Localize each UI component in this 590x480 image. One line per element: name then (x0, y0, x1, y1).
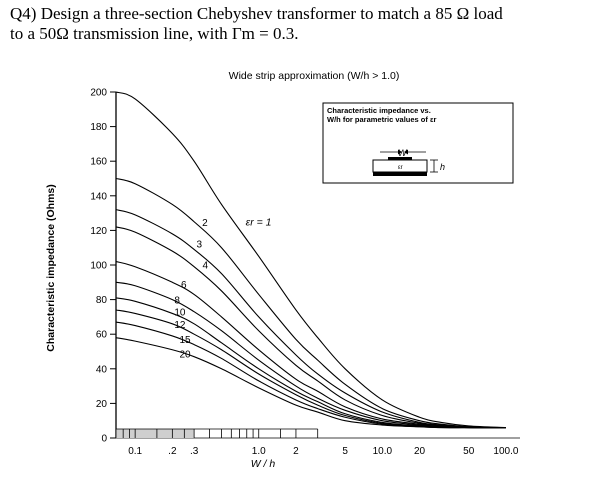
y-ticks: 0 20 40 60 80 100 120 140 160 180 200 (90, 88, 116, 445)
x-axis-label: W / h (251, 458, 276, 470)
x-tick-label: 1.0 (252, 446, 266, 457)
ground-plane (373, 172, 427, 176)
x-tick-label: 50 (463, 446, 475, 457)
inset-caption-2: W/h for parametric values of εr (327, 115, 437, 124)
width-arrowhead-left (404, 149, 408, 155)
inset-er-label: εr (398, 165, 403, 171)
series-line (115, 177, 506, 429)
series-label: 3 (196, 239, 202, 250)
y-tick-label: 20 (96, 399, 108, 410)
series-line (115, 309, 506, 429)
inset-h-label: h (440, 162, 445, 172)
series-label: 20 (179, 349, 191, 360)
y-tick-label: 140 (90, 191, 107, 202)
x-minor-ticks (115, 428, 319, 438)
series-label: 15 (179, 335, 191, 346)
series-line (115, 91, 506, 429)
y-tick-label: 0 (101, 434, 107, 445)
series-label: εr = 1 (246, 217, 272, 229)
x-tick-label: 20 (414, 446, 426, 457)
y-tick-label: 100 (90, 261, 107, 272)
series-label: 10 (174, 307, 186, 318)
x-tick-label: 0.1 (128, 446, 142, 457)
inset-w-label: W (398, 148, 408, 158)
question-line-2: to a 50Ω transmission line, with Γm = 0.… (10, 24, 299, 43)
x-tick-label: 10.0 (373, 446, 393, 457)
series-label: 6 (181, 280, 187, 291)
x-tick-label: 100.0 (493, 446, 518, 457)
x-scale-band (116, 429, 195, 438)
y-tick-label: 40 (96, 364, 108, 375)
series-line (115, 337, 506, 429)
inset-caption-1: Characteristic impedance vs. (327, 106, 431, 115)
y-tick-label: 80 (96, 295, 108, 306)
series-label: 4 (202, 261, 208, 272)
series-line (115, 261, 506, 429)
series-label: 12 (174, 320, 186, 331)
question-line-1: Q4) Design a three-section Chebyshev tra… (10, 4, 503, 23)
chart-title: Wide strip approximation (W/h > 1.0) (229, 70, 400, 82)
series-line (115, 321, 506, 429)
series-label: 8 (174, 296, 180, 307)
x-tick-label: 5 (342, 446, 348, 457)
width-arrowhead-right (398, 149, 402, 155)
y-axis-label: Characteristic impedance (Ohms) (45, 184, 57, 351)
strip-conductor (388, 157, 412, 160)
question-text: Q4) Design a three-section Chebyshev tra… (10, 4, 585, 44)
x-tick-label: .2 (168, 446, 177, 457)
y-tick-label: 60 (96, 330, 108, 341)
y-tick-label: 180 (90, 122, 107, 133)
inset-box: Characteristic impedance vs. W/h for par… (322, 102, 514, 184)
series-label: 2 (202, 218, 208, 229)
series-curves (115, 91, 506, 429)
x-ticks: 0.1 .2 .3 1.0 2 5 10.0 20 50 100.0 (128, 446, 519, 457)
series-line (115, 209, 506, 429)
x-tick-label: 2 (293, 446, 299, 457)
y-tick-label: 160 (90, 157, 107, 168)
y-tick-label: 200 (90, 88, 107, 99)
y-tick-label: 120 (90, 226, 107, 237)
x-tick-label: .3 (190, 446, 199, 457)
